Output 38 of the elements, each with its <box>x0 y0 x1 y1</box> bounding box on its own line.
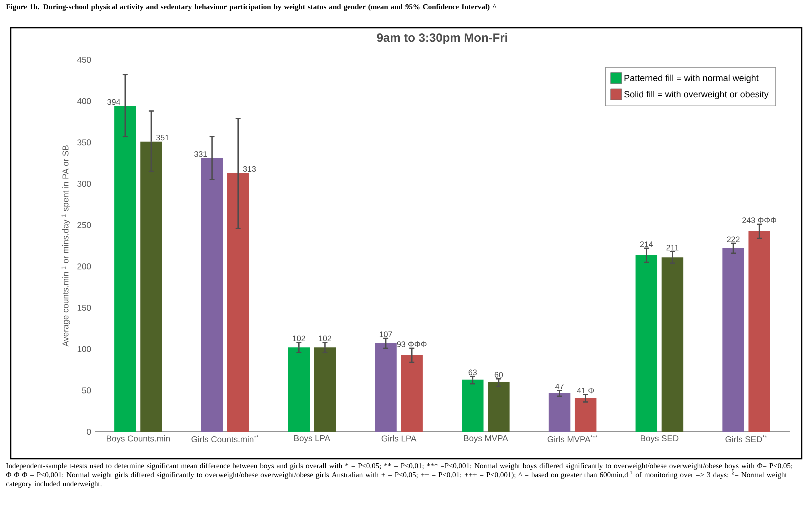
data-label: 351 <box>156 134 170 141</box>
y-tick-label: 250 <box>78 222 92 228</box>
chart-subtitle: 9am to 3:30pm Mon-Fri <box>377 33 508 44</box>
y-tick-label: 0 <box>87 428 92 435</box>
y-tick-label: 300 <box>78 180 92 187</box>
x-tick-label: Boys LPA <box>294 436 331 444</box>
data-label: 93 ΦΦΦ <box>397 342 427 348</box>
legend-label: Patterned fill = with normal weight <box>624 74 759 84</box>
legend-label: Solid fill = with overweight or obesity <box>624 91 769 100</box>
data-label: 211 <box>666 244 679 251</box>
data-label: 394 <box>108 99 120 106</box>
data-label: 63 <box>468 370 477 376</box>
data-label: 331 <box>194 152 208 158</box>
x-tick-label: Girls SED$^{**}$ <box>726 436 768 443</box>
x-tick-label: Boys MVPA <box>464 436 508 444</box>
data-label: 243 ΦΦΦ <box>742 218 776 224</box>
data-label: 102 <box>293 336 306 342</box>
y-axis-title: Average counts.min$^{-1}$ or mins.day$^{-1}$ spent in PA or SB <box>62 146 70 347</box>
y-tick-label: 350 <box>78 140 92 146</box>
data-label: 41 Φ <box>577 388 594 394</box>
x-tick-label: Girls Counts.min$^{**}$ <box>192 436 259 443</box>
y-tick-label: 450 <box>77 56 92 63</box>
data-label: 60 <box>494 372 504 378</box>
data-label: 313 <box>243 166 256 172</box>
data-label: 102 <box>319 336 332 342</box>
y-tick-label: 100 <box>78 346 92 352</box>
data-label: 107 <box>380 332 392 338</box>
y-tick-label: 50 <box>82 388 92 394</box>
y-tick-label: 400 <box>77 98 92 104</box>
y-tick-label: 200 <box>78 264 92 270</box>
data-label: 222 <box>727 236 740 242</box>
data-label: 214 <box>640 242 654 248</box>
data-label: 47 <box>556 384 564 390</box>
x-tick-label: Boys SED <box>641 436 679 444</box>
y-tick-label: 150 <box>78 304 92 311</box>
x-tick-label: Boys Counts.min <box>107 436 170 444</box>
x-tick-label: Girls MVPA$^{***}$ <box>548 436 598 443</box>
x-tick-label: Girls LPA <box>382 436 417 442</box>
